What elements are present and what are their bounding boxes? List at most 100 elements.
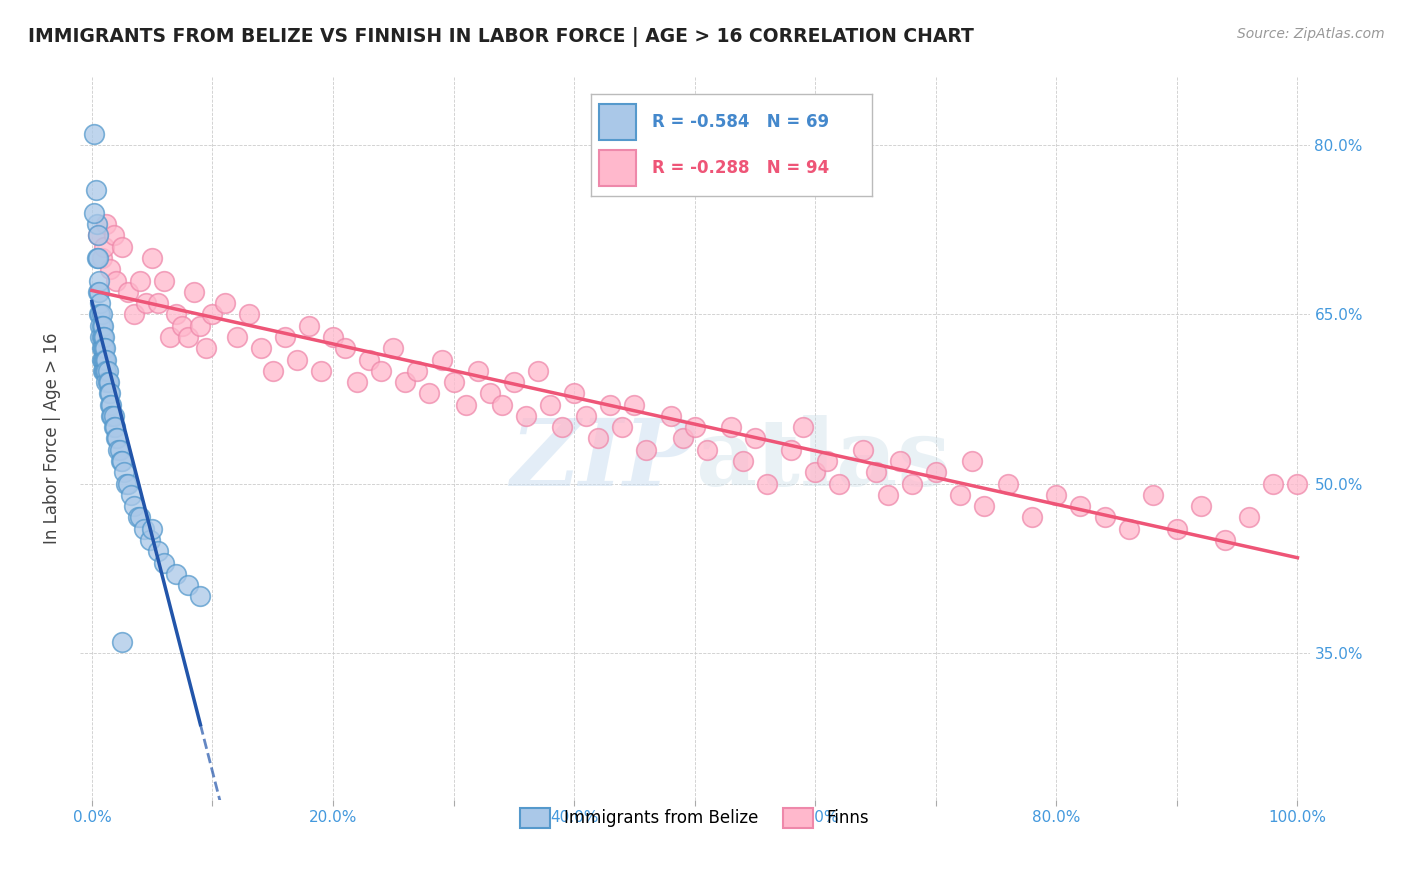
Text: R = -0.288   N = 94: R = -0.288 N = 94 — [652, 159, 830, 177]
Point — [418, 386, 440, 401]
Point — [89, 285, 111, 299]
Point — [599, 398, 621, 412]
Point — [744, 432, 766, 446]
Point — [190, 318, 212, 333]
Point — [117, 476, 139, 491]
Point — [359, 352, 381, 367]
Point — [1189, 499, 1212, 513]
Point — [249, 341, 271, 355]
Point — [1069, 499, 1091, 513]
Point — [90, 307, 112, 321]
Point — [91, 330, 114, 344]
Point — [122, 499, 145, 513]
Point — [900, 476, 922, 491]
Point — [370, 364, 392, 378]
Point — [89, 318, 111, 333]
Point — [94, 341, 117, 355]
Point — [111, 634, 134, 648]
Point — [515, 409, 537, 423]
Point — [406, 364, 429, 378]
Point — [636, 442, 658, 457]
Point — [1213, 533, 1236, 547]
Point — [87, 251, 110, 265]
Point — [111, 240, 134, 254]
Point — [612, 420, 634, 434]
Point — [190, 590, 212, 604]
Point — [382, 341, 405, 355]
Point — [89, 273, 111, 287]
Point — [97, 375, 120, 389]
Point — [96, 352, 118, 367]
Point — [1118, 522, 1140, 536]
Point — [804, 466, 827, 480]
Point — [97, 375, 120, 389]
Point — [89, 330, 111, 344]
Point — [201, 307, 224, 321]
Point — [110, 454, 132, 468]
Point — [94, 352, 117, 367]
Point — [394, 375, 416, 389]
Point — [141, 251, 163, 265]
Y-axis label: In Labor Force | Age > 16: In Labor Force | Age > 16 — [44, 333, 60, 544]
Point — [98, 398, 121, 412]
Point — [1142, 488, 1164, 502]
Point — [83, 206, 105, 220]
Point — [148, 296, 170, 310]
Point — [93, 352, 115, 367]
Point — [731, 454, 754, 468]
Point — [111, 454, 134, 468]
Point — [454, 398, 477, 412]
Point — [141, 522, 163, 536]
Point — [443, 375, 465, 389]
Point — [96, 217, 118, 231]
FancyBboxPatch shape — [599, 150, 636, 186]
Point — [889, 454, 911, 468]
Point — [89, 307, 111, 321]
Point — [90, 330, 112, 344]
Point — [285, 352, 308, 367]
Point — [90, 318, 112, 333]
Point — [96, 364, 118, 378]
Point — [86, 217, 108, 231]
Point — [1045, 488, 1067, 502]
Point — [623, 398, 645, 412]
Point — [696, 442, 718, 457]
Point — [84, 183, 107, 197]
Point — [876, 488, 898, 502]
Point — [105, 432, 128, 446]
Point — [90, 251, 112, 265]
Point — [828, 476, 851, 491]
Point — [225, 330, 247, 344]
Point — [683, 420, 706, 434]
Point — [100, 398, 122, 412]
Point — [114, 476, 136, 491]
Point — [159, 330, 181, 344]
Point — [91, 352, 114, 367]
Point — [491, 398, 513, 412]
Point — [153, 273, 176, 287]
Point — [90, 341, 112, 355]
Point — [478, 386, 501, 401]
Point — [114, 466, 136, 480]
Point — [756, 476, 779, 491]
Point — [91, 341, 114, 355]
Point — [562, 386, 585, 401]
Point — [973, 499, 995, 513]
Point — [91, 318, 114, 333]
Point — [720, 420, 742, 434]
Point — [153, 556, 176, 570]
Point — [108, 442, 131, 457]
Point — [83, 127, 105, 141]
Point — [502, 375, 524, 389]
Point — [87, 285, 110, 299]
Point — [86, 251, 108, 265]
Point — [89, 296, 111, 310]
Point — [100, 409, 122, 423]
Point — [93, 364, 115, 378]
Point — [97, 364, 120, 378]
Point — [195, 341, 218, 355]
Point — [94, 364, 117, 378]
Point — [129, 273, 152, 287]
Point — [105, 432, 128, 446]
Point — [538, 398, 561, 412]
